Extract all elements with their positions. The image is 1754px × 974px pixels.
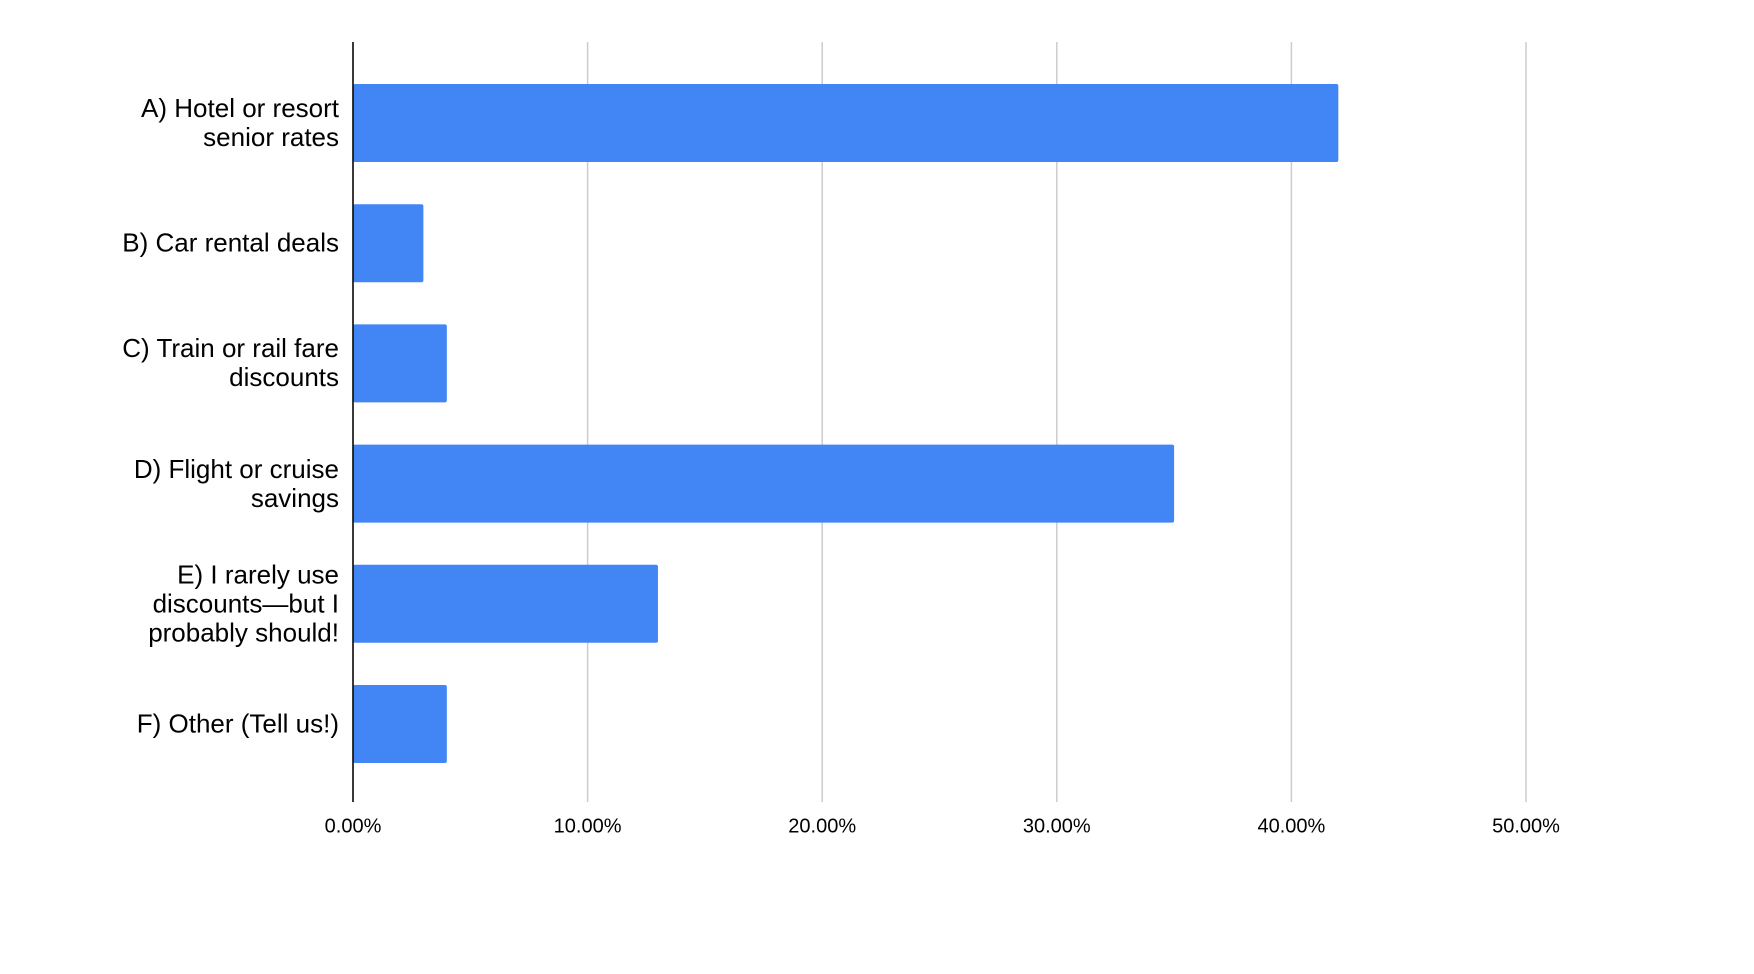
y-tick-label: B) Car rental deals [122, 227, 339, 258]
bar [353, 685, 447, 763]
x-tick-label: 10.00% [554, 815, 622, 837]
x-tick-label: 50.00% [1492, 815, 1560, 837]
x-tick-label: 20.00% [788, 815, 856, 837]
bar [353, 444, 1175, 523]
y-tick-label: F) Other (Tell us!) [136, 708, 339, 739]
x-tick-label: 0.00% [325, 815, 382, 837]
y-tick-label: E) I rarely use discounts—but I probably… [148, 559, 339, 648]
x-tick-label: 40.00% [1257, 815, 1325, 837]
bar [353, 324, 447, 403]
bar [353, 564, 658, 643]
y-tick-label: C) Train or rail fare discounts [122, 333, 339, 393]
x-tick-label: 30.00% [1023, 815, 1091, 837]
bar [353, 204, 424, 283]
y-tick-label: A) Hotel or resort senior rates [141, 93, 339, 152]
y-tick-label: D) Flight or cruise savings [133, 453, 339, 513]
bar [353, 84, 1339, 162]
